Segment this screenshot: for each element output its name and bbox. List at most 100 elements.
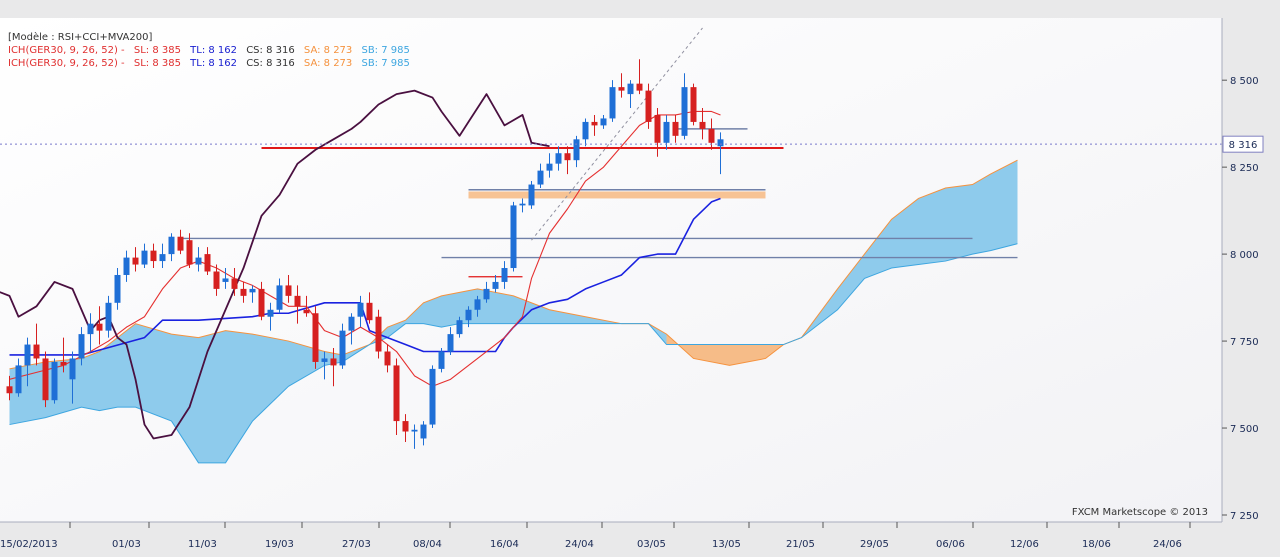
candle-body (672, 121, 679, 136)
candle (267, 302, 274, 331)
cloud-segment (972, 174, 991, 255)
cloud-segment (666, 334, 694, 359)
candle (312, 306, 319, 369)
legend-model: [Modèle : RSI+CCI+MVA200] (8, 31, 152, 43)
candle (168, 233, 175, 262)
candle-body (24, 344, 31, 366)
candle (285, 274, 292, 303)
legend-sa: SA: 8 273 (304, 45, 352, 56)
candle (186, 233, 193, 269)
candle-body (681, 87, 688, 136)
candle (438, 348, 445, 373)
candle-body (204, 254, 211, 272)
candle (42, 351, 49, 408)
candle (330, 348, 337, 387)
candle (114, 268, 121, 310)
candle-body (222, 278, 229, 282)
candle-body (645, 90, 652, 122)
candle (240, 281, 247, 303)
candle-body (564, 153, 571, 161)
x-tick-label: 21/05 (786, 539, 815, 550)
candle-body (519, 203, 526, 206)
candle (492, 274, 499, 293)
legend-sa: SA: 8 273 (304, 58, 352, 69)
candle-body (510, 205, 517, 269)
candle-body (492, 281, 499, 289)
legend: [Modèle : RSI+CCI+MVA200] ICH(GER30, 9, … (8, 31, 410, 69)
candle (303, 295, 310, 317)
legend-ich: ICH(GER30, 9, 26, 52) - (8, 45, 125, 56)
cloud-segment (225, 330, 253, 463)
x-tick-label: 16/04 (490, 539, 519, 550)
cloud-segment (891, 198, 919, 269)
cloud-segment (864, 219, 892, 279)
candle (681, 73, 688, 140)
candle (510, 201, 517, 272)
x-tick-label: 01/03 (112, 539, 141, 550)
candle (420, 421, 427, 446)
candle (501, 261, 508, 289)
cloud-segment (423, 295, 442, 328)
candle (348, 313, 355, 345)
candle (87, 313, 94, 352)
candle-body (231, 278, 238, 289)
candle-body (537, 170, 544, 185)
candle-body (240, 288, 247, 296)
candle-body (69, 358, 76, 380)
candle-body (528, 184, 535, 206)
candle-body (150, 250, 157, 262)
candle (141, 243, 148, 269)
candle-body (6, 386, 13, 394)
cloud-segment (549, 309, 586, 324)
candle-body (249, 288, 256, 293)
candle-body (447, 334, 454, 352)
legend-row-1: ICH(GER30, 9, 26, 52) - SL: 8 385 TL: 8 … (8, 45, 410, 56)
candlesticks (6, 59, 724, 449)
legend-cs: CS: 8 316 (246, 58, 295, 69)
candle-body (690, 87, 697, 122)
candle (96, 306, 103, 345)
candle (564, 146, 571, 175)
candle (321, 351, 328, 380)
candle-body (168, 236, 175, 255)
x-tick-label: 06/06 (936, 539, 965, 550)
candle-body (330, 358, 337, 366)
candle (645, 83, 652, 129)
candle-body (465, 309, 472, 321)
candle-body (501, 268, 508, 282)
x-tick-label: 15/02/2013 (0, 539, 58, 550)
candle (672, 114, 679, 143)
candle (465, 306, 472, 328)
candle (519, 198, 526, 213)
candle-body (276, 285, 283, 310)
candle-body (123, 257, 130, 275)
candle (177, 229, 184, 255)
candle-body (600, 118, 607, 126)
level-zone (468, 191, 766, 199)
candle-body (339, 330, 346, 366)
candle-body (294, 295, 301, 307)
legend-sl: SL: 8 385 (134, 45, 181, 56)
candle (627, 80, 634, 109)
candle (555, 146, 562, 171)
candle-body (375, 316, 382, 352)
candle (159, 243, 166, 269)
candle (366, 292, 373, 324)
candle (15, 358, 22, 397)
senkou-a-line (9, 159, 1018, 370)
candle (204, 247, 211, 275)
candle (402, 414, 409, 442)
x-tick-label: 29/05 (860, 539, 889, 550)
candle (717, 132, 724, 175)
x-tick-label: 11/03 (188, 539, 217, 550)
candle (582, 118, 589, 147)
cloud-segment (837, 254, 865, 310)
candle-body (357, 302, 364, 317)
x-tick-label: 13/05 (712, 539, 741, 550)
candle-body (717, 139, 724, 147)
x-tick-label: 27/03 (342, 539, 371, 550)
y-tick-label: 8 000 (1230, 250, 1259, 261)
candle-body (60, 361, 67, 366)
candle (690, 83, 697, 126)
